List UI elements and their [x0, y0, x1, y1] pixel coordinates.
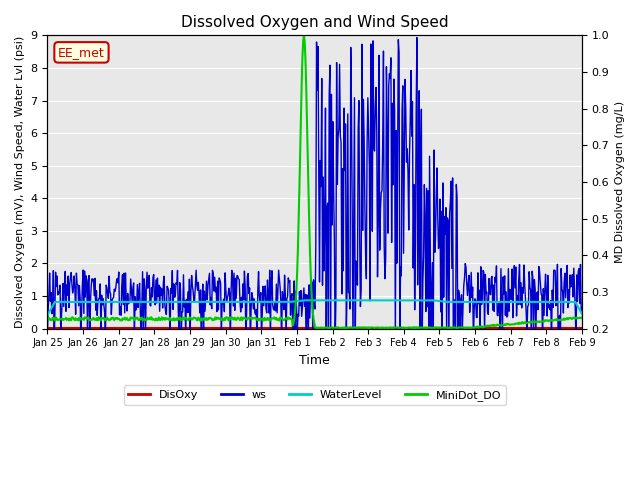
Y-axis label: MD Dissolved Oxygen (mg/L): MD Dissolved Oxygen (mg/L)	[615, 101, 625, 263]
Y-axis label: Dissolved Oxygen (mV), Wind Speed, Water Lvl (psi): Dissolved Oxygen (mV), Wind Speed, Water…	[15, 36, 25, 328]
X-axis label: Time: Time	[300, 354, 330, 367]
Text: EE_met: EE_met	[58, 46, 105, 59]
Title: Dissolved Oxygen and Wind Speed: Dissolved Oxygen and Wind Speed	[181, 15, 449, 30]
Legend: DisOxy, ws, WaterLevel, MiniDot_DO: DisOxy, ws, WaterLevel, MiniDot_DO	[124, 385, 506, 405]
